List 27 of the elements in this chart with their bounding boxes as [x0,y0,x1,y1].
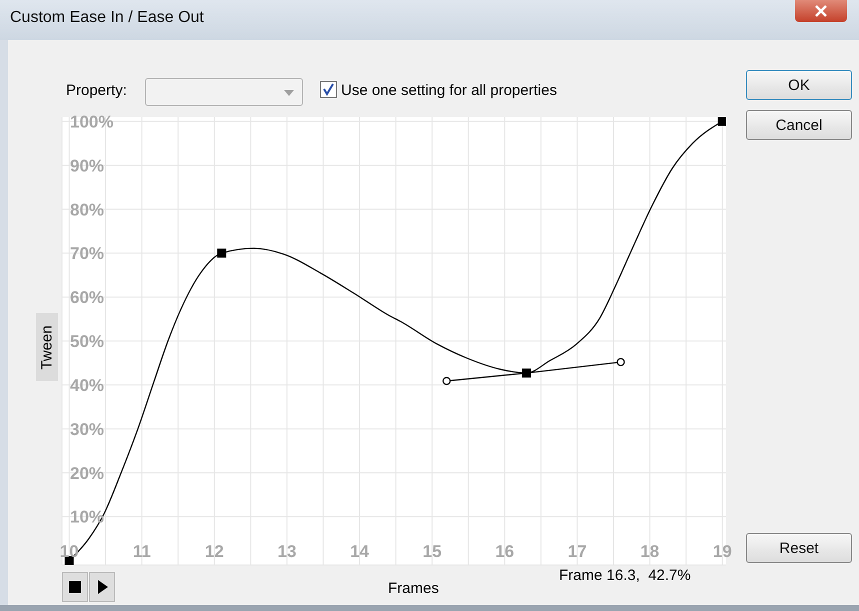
text: Use one setting for all properties [341,82,557,99]
x-tick-label: 18 [640,542,660,561]
y-tick-label: 90% [70,156,104,176]
text: Frame 16.3, 42.7% [559,567,691,584]
y-tick-label: 20% [70,464,104,483]
x-tick-label: 19 [712,542,732,561]
x-tick-label: 16 [495,542,514,561]
x-tick-label: 15 [422,542,442,561]
x-axis-title: Frames [388,580,439,597]
y-tick-label: 100% [70,112,114,132]
y-tick-label: 30% [70,420,104,439]
x-tick-label: 17 [568,542,587,561]
y-tick-label: 60% [70,288,104,308]
text: OK [746,70,852,100]
x-tick-label: 12 [204,542,224,561]
text: Property: [66,82,127,99]
x-tick-label: 11 [132,542,151,561]
x-tick-label: 13 [278,542,296,561]
y-tick-label: 50% [70,332,104,352]
y-axis-title: Tween [38,324,56,370]
y-tick-label: 40% [70,376,104,395]
y-tick-label: 70% [70,244,104,264]
chart-title: Custom Ease In / Ease Out [10,9,204,27]
text: Reset [746,533,852,563]
x-tick-label: 14 [350,542,370,561]
y-tick-label: 80% [70,200,104,220]
text: Cancel [746,110,852,140]
